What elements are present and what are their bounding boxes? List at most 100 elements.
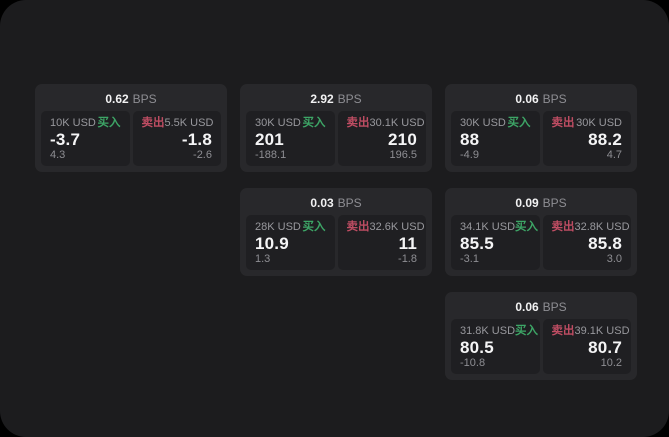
quote-card-3: 0.06 BPS 30K USD 买入 88 -4.9 卖出 30K USD 88… bbox=[445, 84, 637, 172]
buy-panel[interactable]: 30K USD 买入 88 -4.9 bbox=[451, 111, 540, 166]
buy-price-value: 88 bbox=[460, 130, 480, 149]
buy-panel-header: 30K USD 买入 bbox=[255, 117, 326, 130]
buy-price-value: -3.7 bbox=[50, 130, 81, 149]
sell-price-value: 11 bbox=[398, 234, 417, 253]
bps-header: 0.03 BPS bbox=[246, 194, 426, 215]
sell-price-value: 85.8 bbox=[588, 234, 622, 253]
buy-panel-header: 10K USD 买入 bbox=[50, 117, 121, 130]
buy-price-value: 10.9 bbox=[255, 234, 289, 253]
buy-delta-value: -4.9 bbox=[460, 149, 479, 161]
buy-price-value: 201 bbox=[255, 130, 284, 149]
buy-panel[interactable]: 28K USD 买入 10.9 1.3 bbox=[246, 215, 335, 270]
sell-size-label: 39.1K USD bbox=[574, 325, 630, 337]
sell-panel-header: 卖出 5.5K USD bbox=[141, 117, 214, 130]
bps-unit-label: BPS bbox=[542, 196, 567, 210]
buy-tag: 买入 bbox=[302, 221, 326, 233]
buy-size-label: 34.1K USD bbox=[460, 221, 516, 233]
buy-panel[interactable]: 10K USD 买入 -3.7 4.3 bbox=[41, 111, 130, 166]
bps-value: 0.09 bbox=[515, 196, 539, 210]
buy-delta-value: -10.8 bbox=[460, 357, 486, 369]
sell-tag: 卖出 bbox=[551, 221, 575, 233]
bps-header: 0.06 BPS bbox=[451, 298, 631, 319]
sell-size-label: 32.6K USD bbox=[369, 221, 425, 233]
sell-delta-value: 196.5 bbox=[389, 149, 417, 161]
buy-tag: 买入 bbox=[302, 117, 326, 129]
buy-sell-panels: 10K USD 买入 -3.7 4.3 卖出 5.5K USD -1.8 -2.… bbox=[41, 111, 221, 166]
sell-price-value: 88.2 bbox=[588, 130, 622, 149]
buy-size-label: 28K USD bbox=[255, 221, 301, 233]
quote-card-4: 0.03 BPS 28K USD 买入 10.9 1.3 卖出 32.6K USD… bbox=[240, 188, 432, 276]
sell-delta-value: 10.2 bbox=[600, 357, 622, 369]
sell-delta-value: -2.6 bbox=[193, 149, 212, 161]
buy-panel-header: 31.8K USD 买入 bbox=[460, 325, 538, 338]
bps-unit-label: BPS bbox=[542, 92, 567, 106]
sell-panel-header: 卖出 39.1K USD bbox=[551, 325, 630, 338]
sell-size-label: 30.1K USD bbox=[369, 117, 425, 129]
sell-tag: 卖出 bbox=[141, 117, 165, 129]
bps-header: 2.92 BPS bbox=[246, 90, 426, 111]
sell-tag: 卖出 bbox=[551, 117, 575, 129]
sell-panel-header: 卖出 32.8K USD bbox=[551, 221, 630, 234]
sell-size-label: 30K USD bbox=[576, 117, 622, 129]
sell-tag: 卖出 bbox=[346, 117, 370, 129]
buy-tag: 买入 bbox=[97, 117, 121, 129]
buy-delta-value: -188.1 bbox=[255, 149, 287, 161]
bps-value: 0.06 bbox=[515, 300, 539, 314]
buy-delta-value: 4.3 bbox=[50, 149, 66, 161]
buy-price-value: 85.5 bbox=[460, 234, 494, 253]
buy-sell-panels: 30K USD 买入 201 -188.1 卖出 30.1K USD 210 1… bbox=[246, 111, 426, 166]
buy-tag: 买入 bbox=[507, 117, 531, 129]
buy-panel[interactable]: 31.8K USD 买入 80.5 -10.8 bbox=[451, 319, 540, 374]
buy-panel-header: 30K USD 买入 bbox=[460, 117, 531, 130]
sell-panel[interactable]: 卖出 32.6K USD 11 -1.8 bbox=[337, 215, 426, 270]
sell-panel-header: 卖出 30.1K USD bbox=[346, 117, 425, 130]
buy-size-label: 31.8K USD bbox=[460, 325, 516, 337]
bps-unit-label: BPS bbox=[337, 196, 362, 210]
bps-header: 0.06 BPS bbox=[451, 90, 631, 111]
sell-panel-header: 卖出 30K USD bbox=[552, 117, 623, 130]
sell-panel[interactable]: 卖出 30K USD 88.2 4.7 bbox=[542, 111, 631, 166]
buy-size-label: 30K USD bbox=[255, 117, 301, 129]
quote-card-5: 0.09 BPS 34.1K USD 买入 85.5 -3.1 卖出 32.8K … bbox=[445, 188, 637, 276]
buy-delta-value: -3.1 bbox=[460, 253, 479, 265]
cards-grid: 0.62 BPS 10K USD 买入 -3.7 4.3 卖出 5.5K USD … bbox=[35, 84, 637, 380]
bps-header: 0.09 BPS bbox=[451, 194, 631, 215]
buy-tag: 买入 bbox=[515, 325, 539, 337]
sell-delta-value: 3.0 bbox=[606, 253, 622, 265]
buy-size-label: 30K USD bbox=[460, 117, 506, 129]
buy-tag: 买入 bbox=[515, 221, 539, 233]
buy-sell-panels: 34.1K USD 买入 85.5 -3.1 卖出 32.8K USD 85.8… bbox=[451, 215, 631, 270]
sell-price-value: 80.7 bbox=[588, 338, 622, 357]
buy-panel[interactable]: 30K USD 买入 201 -188.1 bbox=[246, 111, 335, 166]
bps-value: 2.92 bbox=[310, 92, 334, 106]
buy-sell-panels: 30K USD 买入 88 -4.9 卖出 30K USD 88.2 4.7 bbox=[451, 111, 631, 166]
buy-sell-panels: 28K USD 买入 10.9 1.3 卖出 32.6K USD 11 -1.8 bbox=[246, 215, 426, 270]
sell-panel[interactable]: 卖出 32.8K USD 85.8 3.0 bbox=[542, 215, 631, 270]
sell-panel[interactable]: 卖出 5.5K USD -1.8 -2.6 bbox=[132, 111, 221, 166]
sell-price-value: -1.8 bbox=[181, 130, 212, 149]
buy-size-label: 10K USD bbox=[50, 117, 96, 129]
buy-panel-header: 28K USD 买入 bbox=[255, 221, 326, 234]
sell-tag: 卖出 bbox=[346, 221, 370, 233]
buy-panel[interactable]: 34.1K USD 买入 85.5 -3.1 bbox=[451, 215, 540, 270]
sell-panel[interactable]: 卖出 39.1K USD 80.7 10.2 bbox=[542, 319, 631, 374]
bps-value: 0.62 bbox=[105, 92, 129, 106]
sell-panel-header: 卖出 32.6K USD bbox=[346, 221, 425, 234]
quote-card-1: 0.62 BPS 10K USD 买入 -3.7 4.3 卖出 5.5K USD … bbox=[35, 84, 227, 172]
bps-value: 0.06 bbox=[515, 92, 539, 106]
sell-size-label: 32.8K USD bbox=[574, 221, 630, 233]
quote-card-6: 0.06 BPS 31.8K USD 买入 80.5 -10.8 卖出 39.1K… bbox=[445, 292, 637, 380]
bps-value: 0.03 bbox=[310, 196, 334, 210]
sell-size-label: 5.5K USD bbox=[164, 117, 214, 129]
sell-tag: 卖出 bbox=[551, 325, 575, 337]
sell-delta-value: -1.8 bbox=[398, 253, 417, 265]
buy-price-value: 80.5 bbox=[460, 338, 494, 357]
bps-header: 0.62 BPS bbox=[41, 90, 221, 111]
bps-unit-label: BPS bbox=[132, 92, 157, 106]
sell-panel[interactable]: 卖出 30.1K USD 210 196.5 bbox=[337, 111, 426, 166]
buy-delta-value: 1.3 bbox=[255, 253, 271, 265]
buy-panel-header: 34.1K USD 买入 bbox=[460, 221, 538, 234]
bps-unit-label: BPS bbox=[337, 92, 362, 106]
quote-card-2: 2.92 BPS 30K USD 买入 201 -188.1 卖出 30.1K U… bbox=[240, 84, 432, 172]
